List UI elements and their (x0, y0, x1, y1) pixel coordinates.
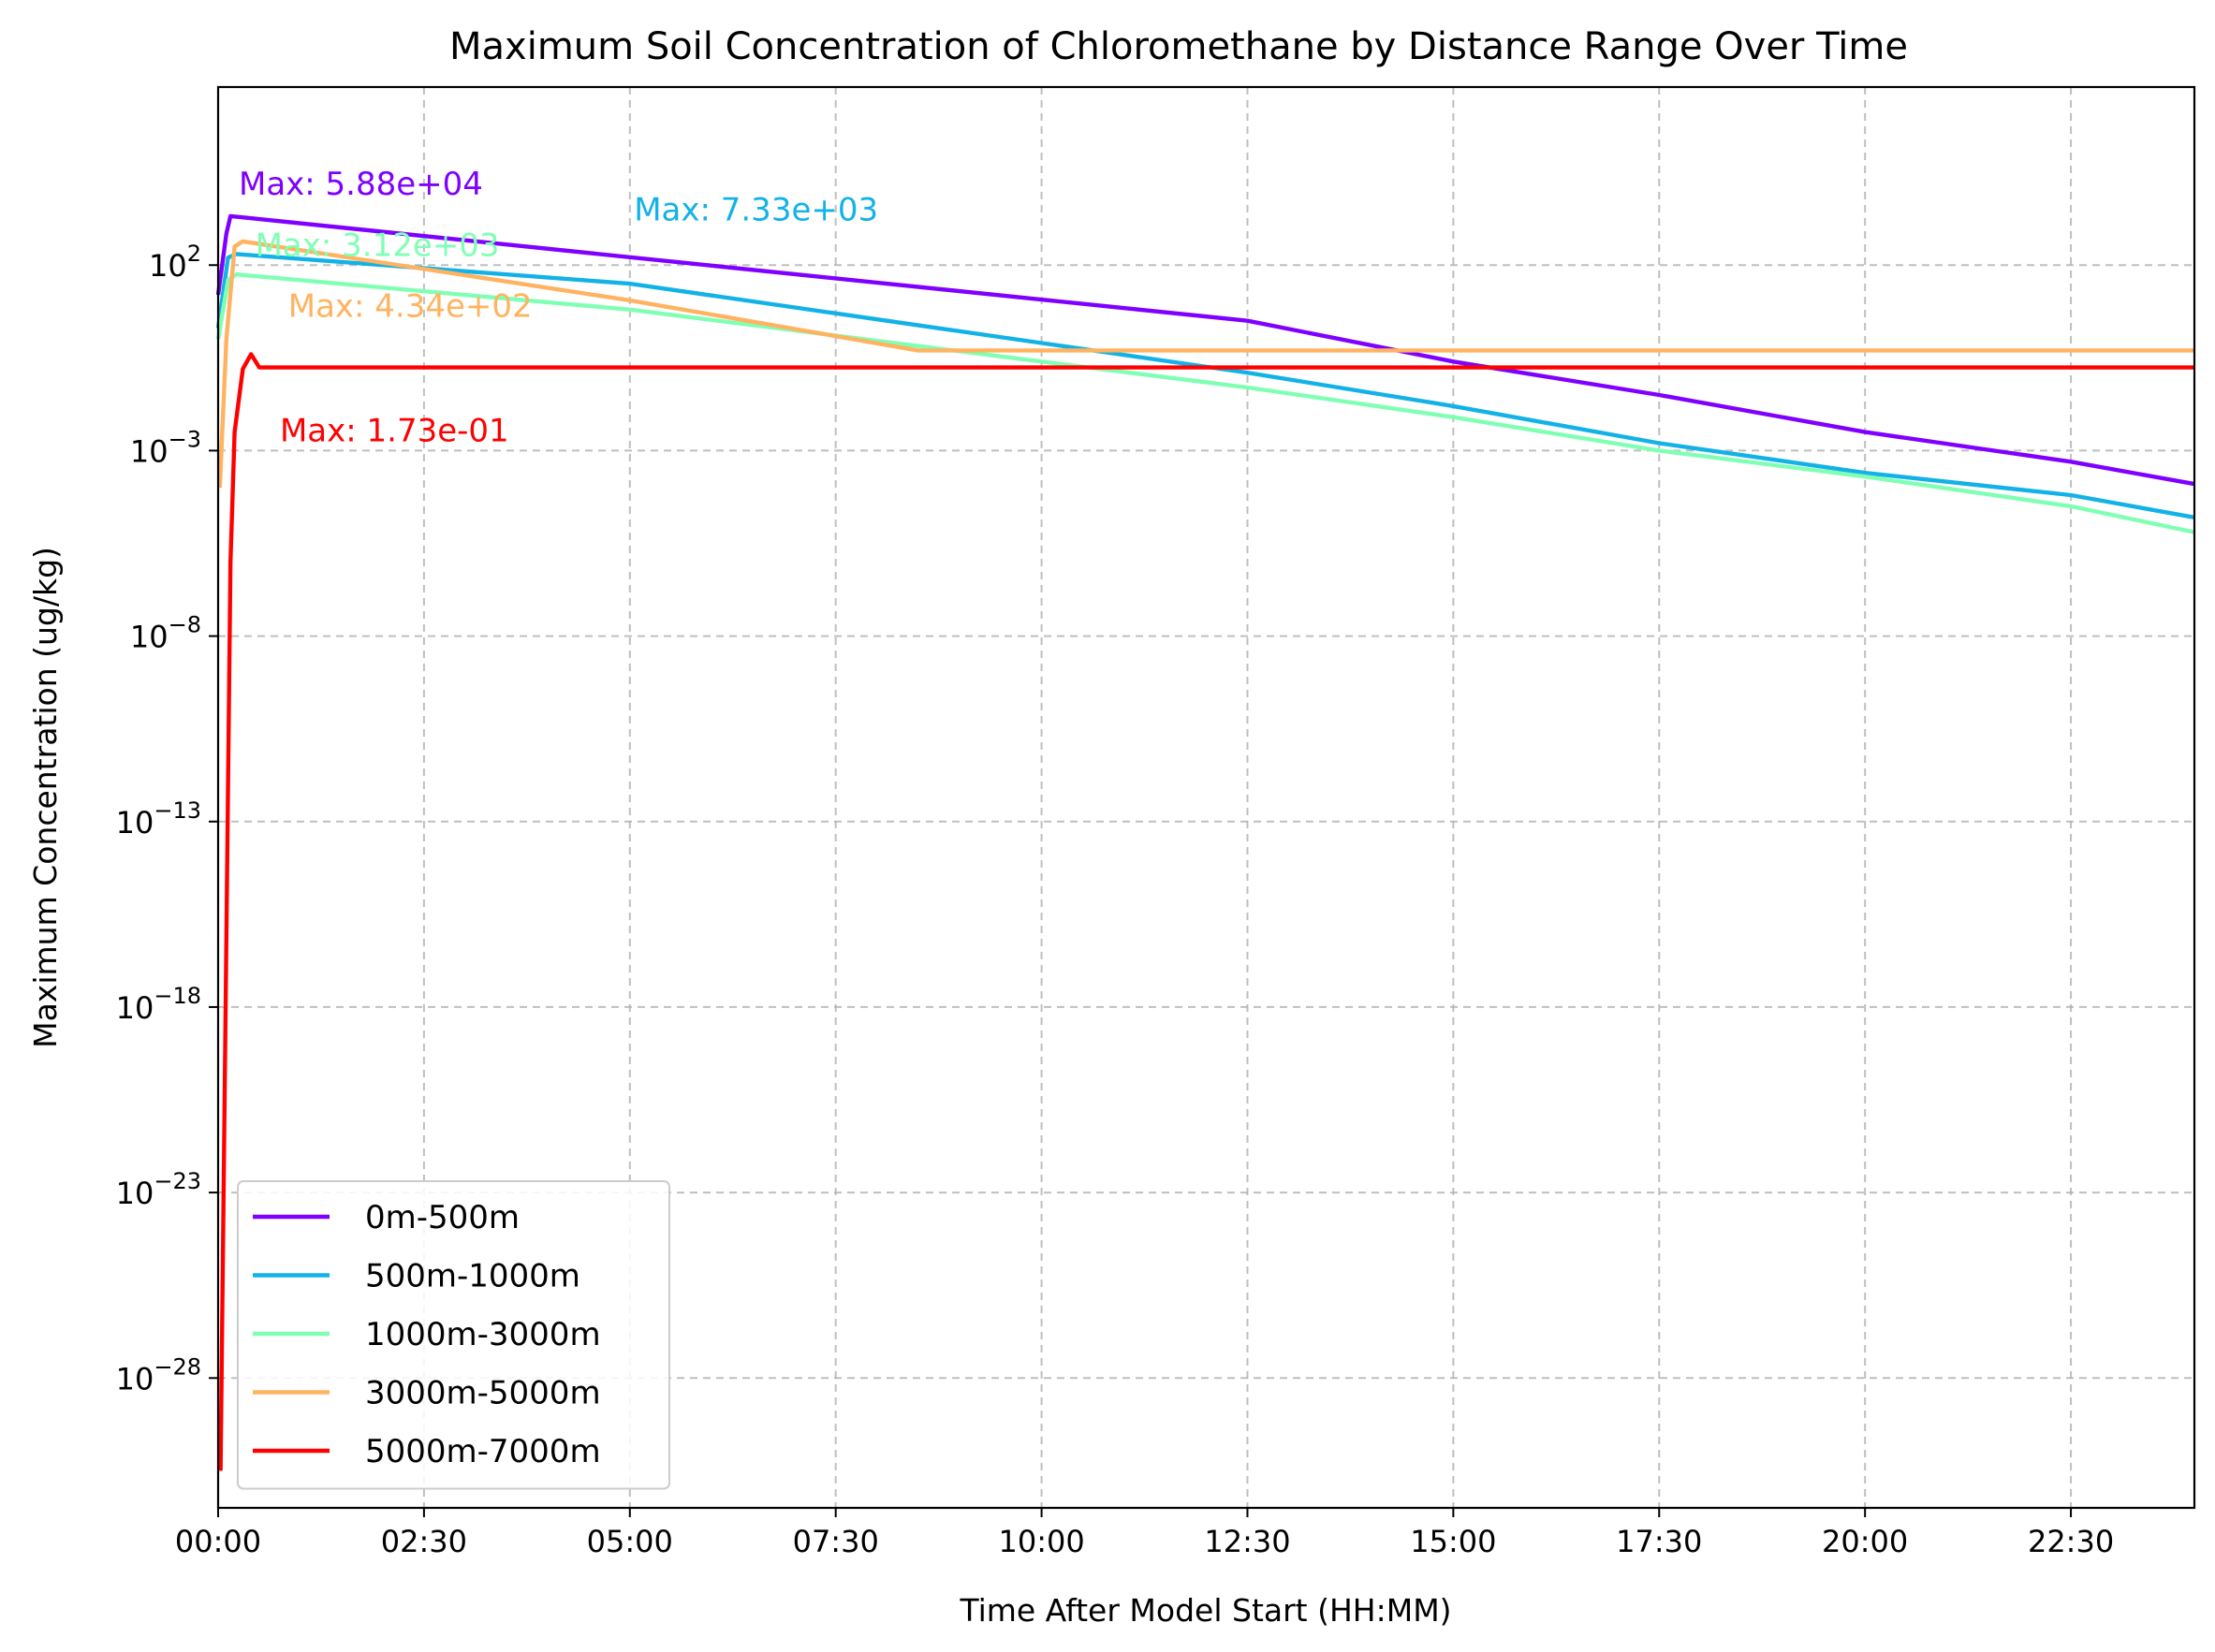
x-tick-label: 12:30 (1204, 1524, 1290, 1559)
x-tick-label: 15:00 (1410, 1524, 1496, 1559)
max-annotation-3: Max: 3.12e+03 (256, 227, 500, 264)
legend-label: 5000m-7000m (365, 1433, 601, 1470)
x-tick-label: 10:00 (998, 1524, 1084, 1559)
y-axis-label: Maximum Concentration (ug/kg) (27, 547, 64, 1048)
x-tick-label: 22:30 (2028, 1524, 2114, 1559)
x-tick-label: 20:00 (1822, 1524, 1908, 1559)
legend: 0m-500m 500m-1000m 1000m-3000m 3000m-5000m 5… (238, 1181, 669, 1489)
x-tick-label: 17:30 (1616, 1524, 1702, 1559)
x-tick-label: 05:00 (587, 1524, 673, 1559)
max-annotation-5: Max: 1.73e-01 (280, 413, 509, 450)
x-axis-label: Time After Model Start (HH:MM) (959, 1592, 1451, 1629)
max-annotation-1: Max: 5.88e+04 (239, 166, 483, 203)
legend-label: 0m-500m (365, 1199, 520, 1236)
legend-label: 500m-1000m (365, 1258, 580, 1295)
x-tick-label: 00:00 (175, 1524, 261, 1559)
legend-label: 3000m-5000m (365, 1375, 601, 1412)
legend-label: 1000m-3000m (365, 1316, 601, 1353)
x-tick-label: 07:30 (793, 1524, 879, 1559)
max-annotation-4: Max: 4.34e+02 (288, 288, 533, 326)
chart-title: Maximum Soil Concentration of Chlorometh… (449, 25, 1908, 68)
max-annotation-2: Max: 7.33e+03 (634, 192, 878, 229)
x-tick-label: 02:30 (381, 1524, 467, 1559)
